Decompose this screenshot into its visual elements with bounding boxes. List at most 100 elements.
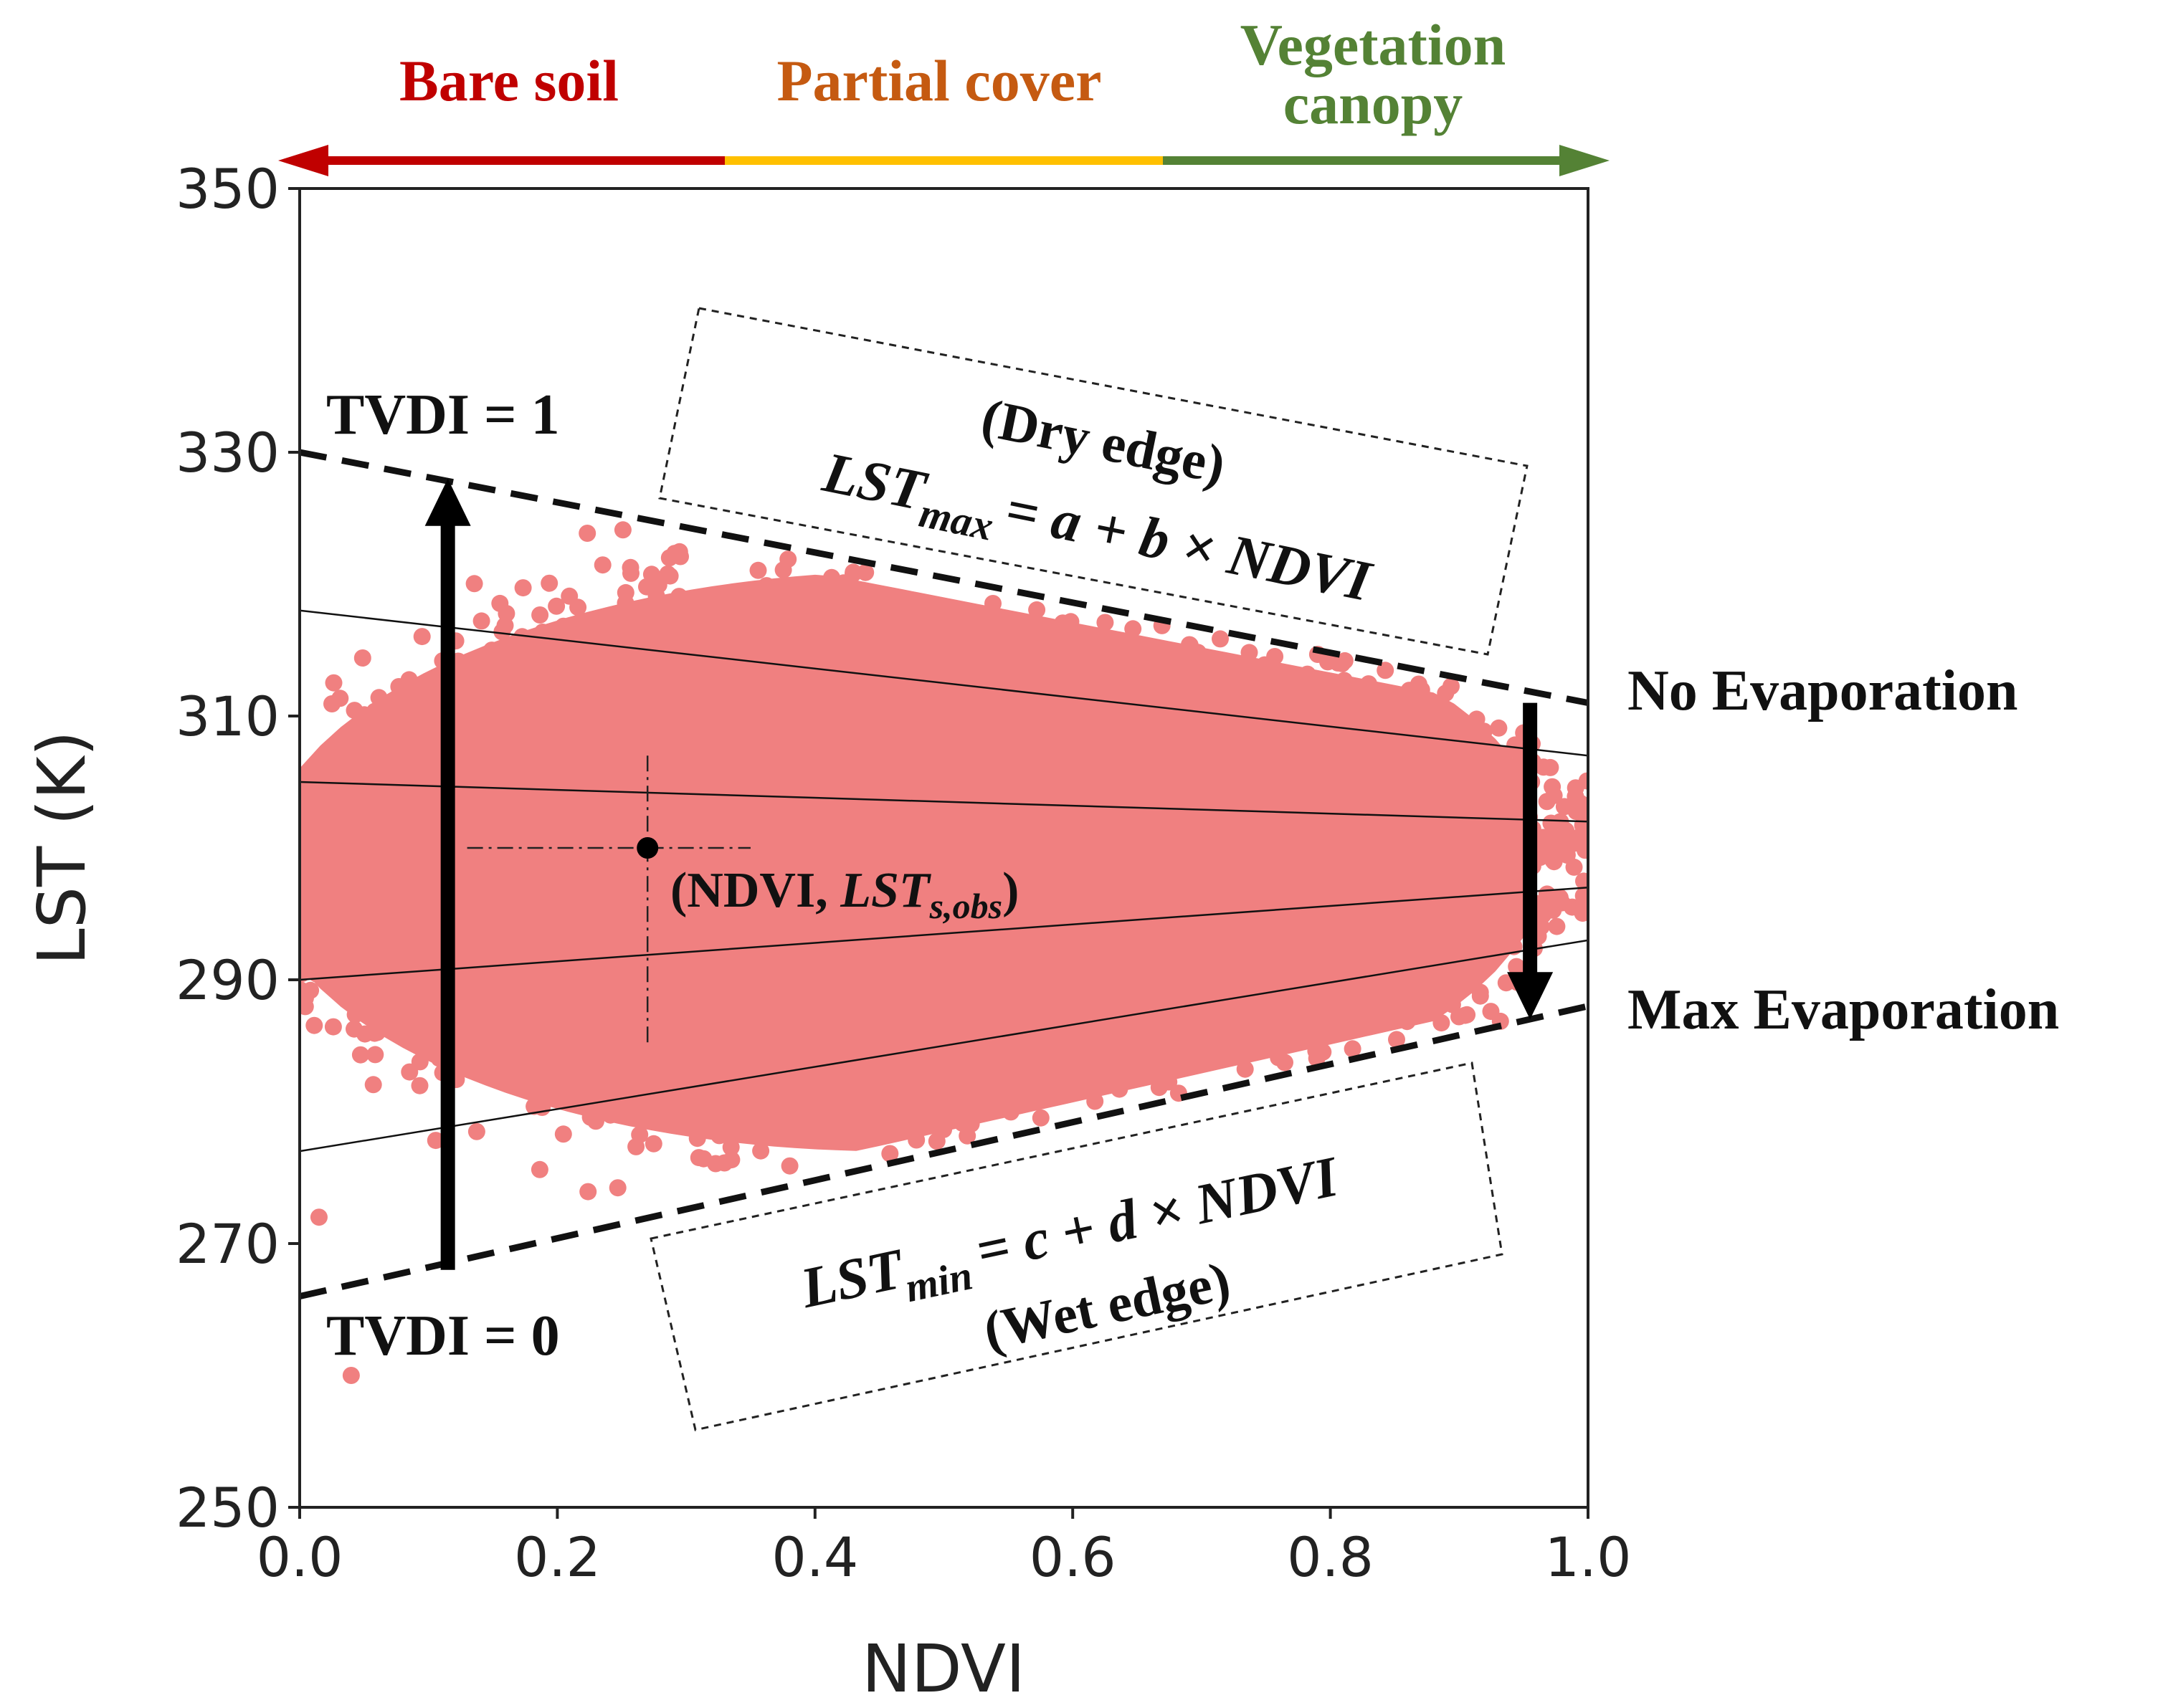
scatter-point <box>799 646 817 664</box>
scatter-point <box>867 1088 885 1106</box>
scatter-point <box>1544 778 1562 796</box>
scatter-point <box>921 935 938 953</box>
scatter-point <box>987 607 1005 625</box>
scatter-point <box>1374 940 1392 958</box>
scatter-point <box>312 776 330 794</box>
scatter-point <box>842 831 860 849</box>
scatter-point <box>680 712 697 730</box>
scatter-point <box>570 986 588 1004</box>
y-tick-label: 250 <box>176 1476 280 1540</box>
scatter-point <box>414 819 432 836</box>
observation-label: (NDVI, LSTs,obs) <box>670 863 1019 926</box>
scatter-point <box>368 1024 386 1041</box>
scatter-point <box>660 968 678 986</box>
scatter-point <box>478 991 496 1009</box>
scatter-point <box>300 854 313 872</box>
scatter-point <box>561 861 579 878</box>
scatter-point <box>1236 1060 1254 1078</box>
scatter-point <box>637 986 655 1004</box>
scatter-point <box>931 1019 949 1037</box>
scatter-point <box>1344 1006 1362 1024</box>
scatter-point <box>1189 683 1207 701</box>
scatter-point <box>523 765 541 783</box>
scatter-point <box>1468 866 1486 884</box>
scatter-point <box>1394 968 1412 986</box>
scatter-point <box>1490 719 1508 737</box>
scatter-point <box>821 838 839 856</box>
scatter-point <box>1042 823 1060 841</box>
x-tick-label: 0.6 <box>1030 1525 1116 1589</box>
scatter-point <box>354 993 372 1011</box>
scatter-point <box>1548 917 1566 935</box>
scatter-point <box>1026 1019 1044 1037</box>
scatter-point <box>1364 904 1382 922</box>
scatter-point <box>1441 711 1459 729</box>
scatter-point <box>985 842 1003 860</box>
scatter-point <box>621 689 639 707</box>
scatter-point <box>1274 1006 1292 1024</box>
scatter-point <box>328 795 346 813</box>
scatter-point <box>355 817 373 835</box>
scatter-point <box>534 1056 552 1074</box>
scatter-point <box>1151 1041 1169 1059</box>
no-evaporation-label: No Evaporation <box>1627 659 2018 722</box>
scatter-point <box>797 682 814 700</box>
scatter-point <box>762 674 780 692</box>
scatter-point <box>1339 928 1356 946</box>
scatter-point <box>896 745 914 763</box>
scatter-point <box>1245 999 1263 1017</box>
scatter-point <box>1424 900 1441 918</box>
scatter-point <box>1045 1029 1063 1047</box>
scatter-point <box>1132 921 1150 939</box>
scatter-point <box>618 986 636 1003</box>
scatter-point <box>1211 682 1229 700</box>
scatter-point <box>1184 1008 1202 1026</box>
scatter-point <box>388 703 406 721</box>
scatter-point <box>1398 1003 1416 1021</box>
scatter-point <box>1401 942 1419 960</box>
scatter-point <box>421 1036 439 1054</box>
scatter-point <box>353 649 371 667</box>
scatter-point <box>780 698 798 716</box>
scatter-point <box>572 656 590 673</box>
scatter-point <box>1419 709 1437 727</box>
scatter-point <box>855 582 872 600</box>
scatter-point <box>1187 847 1204 865</box>
scatter-point <box>867 1011 885 1029</box>
scatter-point <box>459 886 477 904</box>
scatter-point <box>1410 990 1428 1007</box>
scatter-point <box>381 813 399 831</box>
scatter-point <box>1443 910 1461 928</box>
scatter-point <box>548 597 566 615</box>
scatter-points <box>300 521 1588 1384</box>
scatter-point <box>1123 834 1141 851</box>
scatter-point <box>998 985 1016 1003</box>
scatter-point <box>554 617 572 635</box>
scatter-point <box>359 973 377 991</box>
scatter-point <box>660 549 678 567</box>
scatter-point <box>1208 915 1226 932</box>
scatter-point <box>995 1036 1013 1054</box>
scatter-point <box>617 594 634 612</box>
tvdi-isoline <box>300 609 1588 757</box>
tvdi-one-label: TVDI = 1 <box>326 383 560 447</box>
scatter-point <box>1096 739 1114 757</box>
scatter-point <box>1496 787 1513 805</box>
scatter-point <box>1475 722 1493 740</box>
scatter-point <box>1270 1049 1288 1067</box>
scatter-point <box>659 565 677 583</box>
scatter-point <box>845 630 863 648</box>
scatter-point <box>1022 694 1040 712</box>
scatter-point <box>721 647 739 664</box>
scatter-point <box>1111 1080 1128 1098</box>
scatter-point <box>908 1131 926 1149</box>
scatter-point <box>413 628 431 646</box>
scatter-point <box>968 1030 986 1047</box>
x-tick-label: 0.2 <box>514 1525 601 1589</box>
scatter-point <box>503 868 521 886</box>
scatter-point <box>855 845 873 863</box>
scatter-point <box>1063 1008 1081 1026</box>
scatter-point <box>648 669 666 687</box>
scatter-point <box>1212 630 1229 648</box>
cover-labels: Bare soil Partial cover Vegetation canop… <box>399 12 1506 136</box>
